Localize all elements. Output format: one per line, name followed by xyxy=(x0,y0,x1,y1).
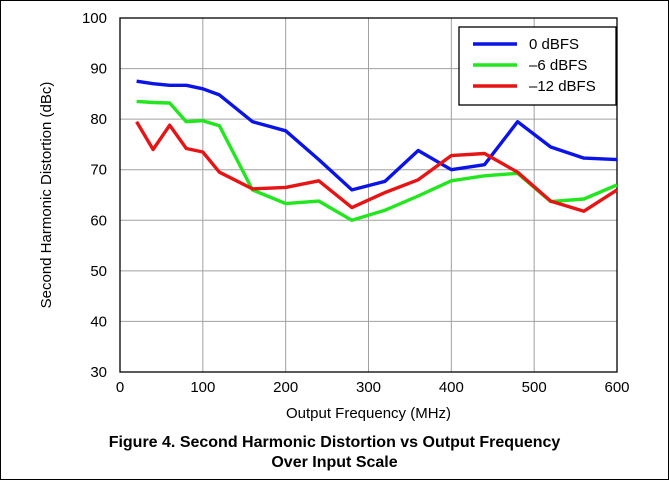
x-tick-label: 400 xyxy=(439,379,464,396)
figure-caption-line-2: Over Input Scale xyxy=(271,454,398,471)
y-tick-label: 100 xyxy=(82,10,107,27)
series-lines xyxy=(135,79,618,222)
x-tick-label: 300 xyxy=(356,379,381,396)
tick-labels: 0 100 200 300 400 500 600 30 40 50 60 70 80 90 100 xyxy=(82,10,630,396)
x-tick-label: 0 xyxy=(116,379,124,396)
y-axis-title: Second Harmonic Distortion (dBc) xyxy=(38,82,55,309)
x-tick-label: 600 xyxy=(604,379,629,396)
y-tick-label: 40 xyxy=(90,313,107,330)
y-tick-label: 80 xyxy=(90,111,107,128)
figure-caption-line-1: Figure 4. Second Harmonic Distortion vs … xyxy=(108,434,561,451)
y-tick-label: 60 xyxy=(90,212,107,229)
x-tick-label: 100 xyxy=(190,379,215,396)
x-axis-title: Output Frequency (MHz) xyxy=(286,405,451,422)
y-tick-label: 70 xyxy=(90,162,107,179)
legend-label: –12 dBFS xyxy=(529,78,596,95)
legend-label: 0 dBFS xyxy=(529,36,579,53)
plot-area xyxy=(119,17,618,373)
series-line-0dbfs xyxy=(136,79,618,192)
y-tick-label: 30 xyxy=(90,364,107,381)
x-tick-label: 500 xyxy=(522,379,547,396)
y-tick-label: 90 xyxy=(90,61,107,78)
legend: 0 dBFS –6 dBFS –12 dBFS xyxy=(458,26,617,106)
x-tick-label: 200 xyxy=(273,379,298,396)
legend-label: –6 dBFS xyxy=(529,57,587,74)
series-line-12dbfs xyxy=(135,120,618,213)
y-tick-label: 50 xyxy=(90,263,107,280)
